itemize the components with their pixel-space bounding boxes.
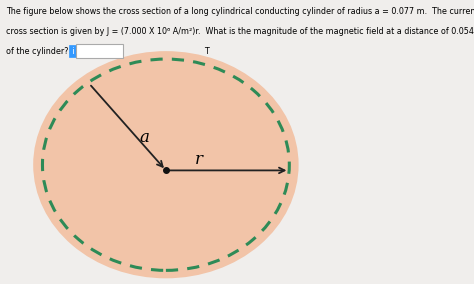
- Text: of the cylinder?: of the cylinder?: [6, 47, 68, 56]
- Text: The figure below shows the cross section of a long cylindrical conducting cylind: The figure below shows the cross section…: [6, 7, 474, 16]
- Text: i: i: [70, 47, 77, 56]
- Text: T: T: [204, 47, 209, 56]
- Text: cross section is given by J = (7.000 X 10⁶ A/m²)r.  What is the magnitude of the: cross section is given by J = (7.000 X 1…: [6, 27, 474, 36]
- Text: r: r: [195, 151, 203, 168]
- Text: a: a: [140, 129, 149, 146]
- Ellipse shape: [33, 51, 299, 278]
